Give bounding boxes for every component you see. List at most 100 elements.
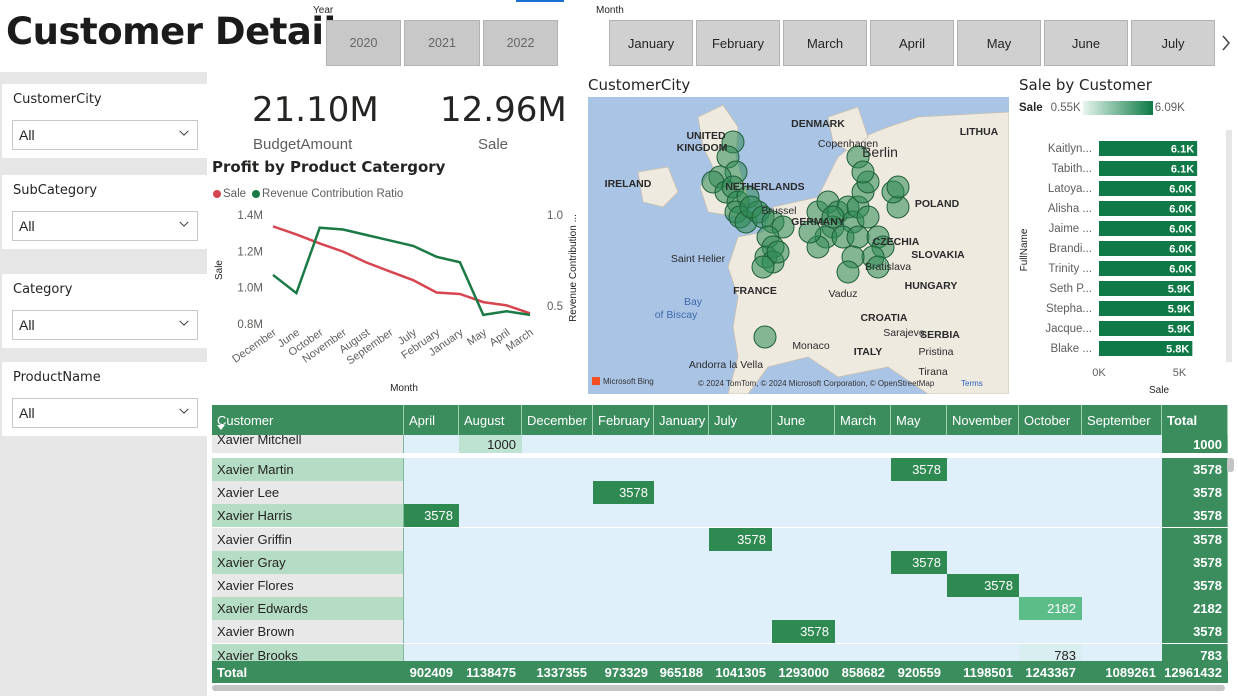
month-tile-april[interactable]: April — [870, 20, 954, 66]
empty-cell — [654, 574, 709, 597]
empty-cell — [709, 435, 772, 453]
bar-category-label: Jaime ... — [1049, 223, 1092, 235]
column-header-november[interactable]: November — [947, 405, 1019, 435]
year-tile-2020[interactable]: 2020 — [326, 20, 401, 66]
empty-cell — [1019, 574, 1082, 597]
subcategory-dropdown[interactable]: All — [12, 211, 198, 241]
column-header-customer[interactable]: Customer — [212, 405, 404, 435]
page-title: Customer Details — [6, 10, 358, 53]
month-tile-june[interactable]: June — [1044, 20, 1128, 66]
empty-cell — [1082, 597, 1162, 621]
month-tile-march[interactable]: March — [783, 20, 867, 66]
customer-name-cell[interactable]: Xavier Lee — [212, 481, 404, 505]
legend-dot-sale — [213, 190, 221, 198]
column-total-cell: 858682 — [835, 661, 891, 683]
empty-cell — [522, 527, 593, 551]
empty-cell — [1082, 574, 1162, 597]
column-header-april[interactable]: April — [404, 405, 459, 435]
column-total-cell: 1293000 — [772, 661, 835, 683]
category-dropdown[interactable]: All — [12, 310, 198, 340]
land-shape — [827, 106, 869, 153]
customer-name-cell[interactable]: Xavier Mitchell — [212, 435, 404, 453]
horizontal-scrollbar[interactable] — [212, 685, 1225, 691]
customer-name-cell[interactable]: Xavier Gray — [212, 550, 404, 574]
empty-cell — [772, 504, 835, 528]
map-label: Andorra la Vella — [689, 359, 763, 371]
filter-label: CustomerCity — [13, 92, 102, 107]
empty-cell — [459, 504, 522, 528]
column-total-cell: 1089261 — [1082, 661, 1162, 683]
column-header-march[interactable]: March — [835, 405, 891, 435]
column-header-december[interactable]: December — [522, 405, 593, 435]
map-label: IRELAND — [605, 178, 652, 190]
filter-label: SubCategory — [13, 183, 98, 198]
table-row: Xavier Edwards 2182 2182 — [212, 597, 1228, 621]
bar — [1099, 321, 1194, 336]
bar — [1099, 261, 1196, 276]
customercity-dropdown[interactable]: All — [12, 120, 198, 150]
empty-cell — [947, 597, 1019, 621]
column-header-august[interactable]: August — [459, 405, 522, 435]
column-total-cell: 1243367 — [1019, 661, 1082, 683]
y-tick-label: 1.2M — [237, 246, 263, 258]
dropdown-value: All — [19, 317, 35, 333]
empty-cell — [522, 550, 593, 574]
table-row: Xavier Brown 3578 3578 — [212, 620, 1228, 644]
customer-name-cell[interactable]: Xavier Martin — [212, 458, 404, 481]
year-slicer-label: Year — [313, 5, 334, 16]
dropdown-value: All — [19, 218, 35, 234]
column-header-july[interactable]: July — [709, 405, 772, 435]
table-row: Xavier Flores 3578 3578 — [212, 574, 1228, 597]
empty-cell — [772, 458, 835, 481]
map-label: Tirana — [918, 366, 948, 378]
customer-name-cell[interactable]: Xavier Brown — [212, 620, 404, 644]
empty-cell — [835, 643, 891, 667]
column-header-june[interactable]: June — [772, 405, 835, 435]
empty-cell — [404, 550, 459, 574]
empty-cell — [891, 643, 947, 667]
year-tile-2022[interactable]: 2022 — [483, 20, 558, 66]
chevron-right-icon[interactable] — [1218, 32, 1234, 54]
empty-cell — [404, 574, 459, 597]
customer-name-cell[interactable]: Xavier Edwards — [212, 597, 404, 621]
empty-cell — [709, 458, 772, 481]
customer-name-cell[interactable]: Xavier Flores — [212, 574, 404, 597]
column-header-total[interactable]: Total — [1162, 405, 1228, 435]
table-row: Xavier Griffin 3578 3578 — [212, 527, 1228, 551]
column-header-september[interactable]: September — [1082, 405, 1162, 435]
bar-value-label: 6.1K — [1171, 164, 1194, 176]
column-header-october[interactable]: October — [1019, 405, 1082, 435]
empty-cell — [891, 597, 947, 621]
customer-name-cell[interactable]: Xavier Harris — [212, 504, 404, 528]
focus-indicator — [516, 0, 564, 2]
year-tile-2021[interactable]: 2021 — [404, 20, 480, 66]
column-header-may[interactable]: May — [891, 405, 947, 435]
column-header-january[interactable]: January — [654, 405, 709, 435]
productname-dropdown[interactable]: All — [12, 398, 198, 428]
empty-cell — [772, 574, 835, 597]
month-tile-july[interactable]: July — [1131, 20, 1215, 66]
column-header-february[interactable]: February — [593, 405, 654, 435]
sort-triangle — [217, 425, 225, 430]
empty-cell — [1082, 620, 1162, 644]
bar-category-label: Alisha ... — [1048, 203, 1092, 215]
month-tile-january[interactable]: January — [609, 20, 693, 66]
table-row: Xavier Mitchell 1000 1000 — [212, 435, 1228, 453]
empty-cell — [593, 643, 654, 667]
customer-name-cell[interactable]: Xavier Griffin — [212, 527, 404, 551]
month-tile-may[interactable]: May — [957, 20, 1041, 66]
bar-value-label: 6.0K — [1169, 264, 1192, 276]
x-tick-label: May — [465, 326, 489, 348]
month-tile-february[interactable]: February — [696, 20, 780, 66]
vertical-scrollbar[interactable] — [1227, 458, 1234, 472]
empty-cell — [522, 643, 593, 667]
bar — [1099, 241, 1196, 256]
customer-name-cell[interactable]: Xavier Brooks — [212, 643, 404, 667]
bar-value-label: 6.0K — [1169, 244, 1192, 256]
empty-cell — [522, 574, 593, 597]
value-cell: 3578 — [947, 574, 1019, 597]
map-label: NETHERLANDS — [725, 181, 804, 193]
bing-logo-text: Microsoft Bing — [603, 377, 654, 386]
y2-tick-label: 1.0 — [547, 210, 563, 222]
